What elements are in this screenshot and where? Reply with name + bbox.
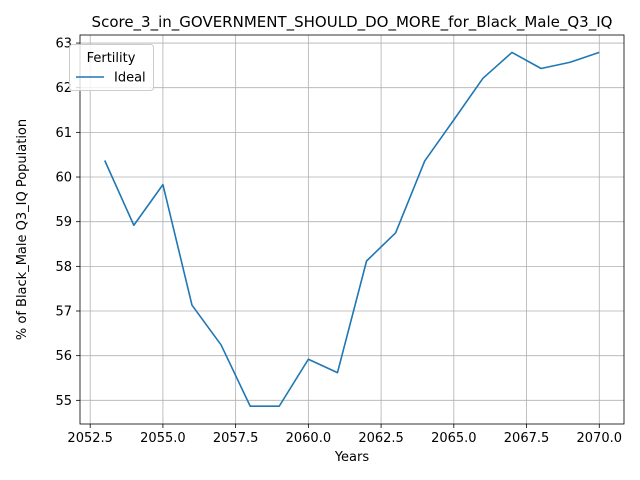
series-lines: [104, 51, 600, 407]
y-axis-label: % of Black_Male Q3_IQ Population: [15, 119, 30, 340]
y-tick-label: 57: [55, 305, 72, 320]
x-tick-label: 2062.5: [358, 431, 404, 446]
x-tick-label: 2065.0: [431, 431, 477, 446]
legend: Fertility Ideal: [69, 44, 154, 91]
legend-title: Fertility: [87, 51, 136, 66]
y-tick-label: 63: [55, 37, 72, 52]
chart-title: Score_3_in_GOVERNMENT_SHOULD_DO_MORE_for…: [92, 13, 613, 32]
x-tick-label: 2057.5: [213, 431, 259, 446]
y-tick-label: 61: [55, 126, 72, 141]
legend-label-ideal: Ideal: [114, 71, 146, 86]
x-axis-label: Years: [334, 450, 370, 465]
x-tick-label: 2067.5: [504, 431, 550, 446]
grid-lines: [80, 35, 624, 424]
y-axis-ticks: 55 56 57 58 59 60 61 62 63: [55, 37, 80, 409]
y-tick-label: 59: [55, 215, 72, 230]
series-line-ideal: [104, 51, 600, 407]
y-tick-label: 62: [55, 81, 72, 96]
x-axis-ticks: 2052.5 2055.0 2057.5 2060.0 2062.5 2065.0 2067…: [67, 424, 622, 446]
x-tick-label: 2055.0: [140, 431, 186, 446]
y-tick-label: 60: [55, 171, 72, 186]
y-tick-label: 58: [55, 260, 72, 275]
x-tick-label: 2060.0: [286, 431, 332, 446]
y-tick-label: 56: [55, 349, 72, 364]
x-tick-label: 2052.5: [67, 431, 113, 446]
legend-box: [69, 44, 154, 91]
x-tick-label: 2070.0: [577, 431, 623, 446]
plot-frame: [79, 34, 625, 425]
y-tick-label: 55: [55, 394, 72, 409]
